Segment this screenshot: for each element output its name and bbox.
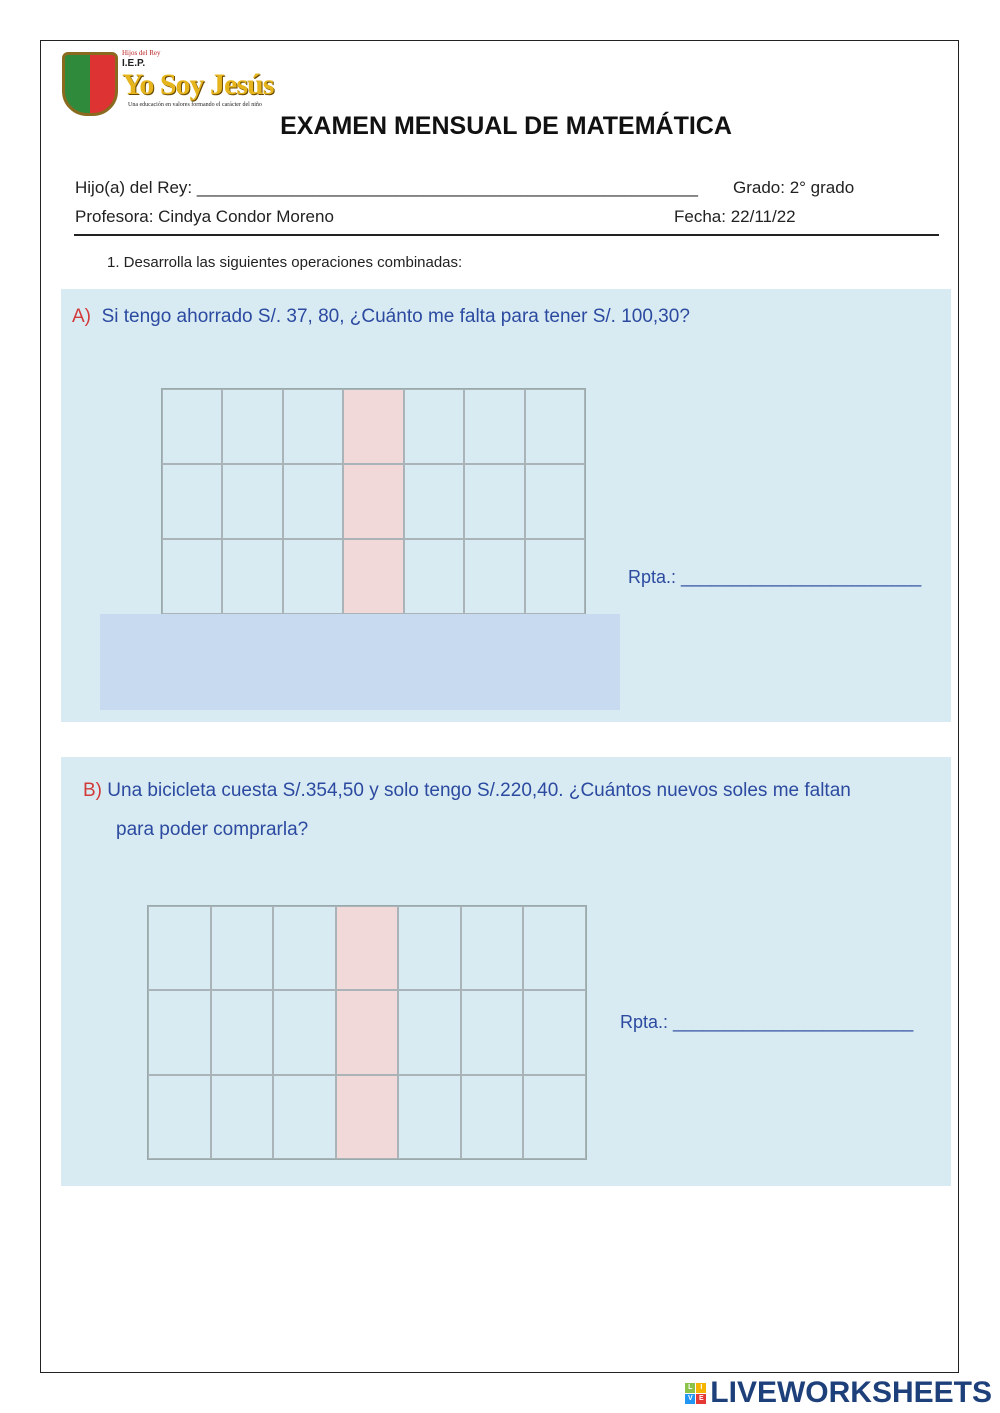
date: Fecha: 22/11/22 (674, 207, 796, 226)
student-name-field[interactable]: Hijo(a) del Rey: _______________________… (75, 178, 698, 197)
logo-tagline: Una educación en valores formando el car… (128, 102, 262, 108)
instruction: 1. Desarrolla las siguientes operaciones… (107, 254, 463, 271)
question-statement: Una bicicleta cuesta S/.354,50 y solo te… (107, 780, 851, 801)
logo-motto: Hijos del Rey (122, 49, 161, 57)
question-letter: B) (83, 780, 102, 801)
question-letter: A) (72, 306, 91, 327)
logo-iep: I.E.P. (122, 58, 146, 69)
badge-letter: I (696, 1382, 707, 1393)
question-b-text: B) Una bicicleta cuesta S/.354,50 y solo… (83, 779, 851, 803)
school-crest-logo (62, 52, 118, 116)
question-statement: Si tengo ahorrado S/. 37, 80, ¿Cuánto me… (101, 306, 690, 327)
question-a-text: A) Si tengo ahorrado S/. 37, 80, ¿Cuánto… (72, 305, 690, 329)
logo-school-name: Yo Soy Jesús (122, 68, 274, 101)
question-a-answer-field[interactable]: Rpta.: ________________________ (628, 567, 922, 587)
question-b-answer-field[interactable]: Rpta.: ________________________ (620, 1012, 914, 1032)
header-divider (74, 234, 939, 236)
grade: Grado: 2° grado (733, 178, 855, 197)
question-b-grid (147, 905, 587, 1160)
question-b-text-cont: para poder comprarla? (116, 819, 309, 840)
question-a-grid (161, 388, 586, 615)
badge-letter: V (685, 1393, 696, 1404)
question-a-answer-box[interactable] (100, 614, 620, 710)
badge-letter: L (685, 1382, 696, 1393)
page-border (40, 40, 959, 1373)
page-title: EXAMEN MENSUAL DE MATEMÁTICA (280, 112, 732, 140)
teacher: Profesora: Cindya Condor Moreno (75, 207, 334, 226)
question-b-panel (61, 757, 951, 1186)
brand-text: LIVEWORKSHEETS (710, 1376, 992, 1409)
badge-letter: E (696, 1393, 707, 1404)
